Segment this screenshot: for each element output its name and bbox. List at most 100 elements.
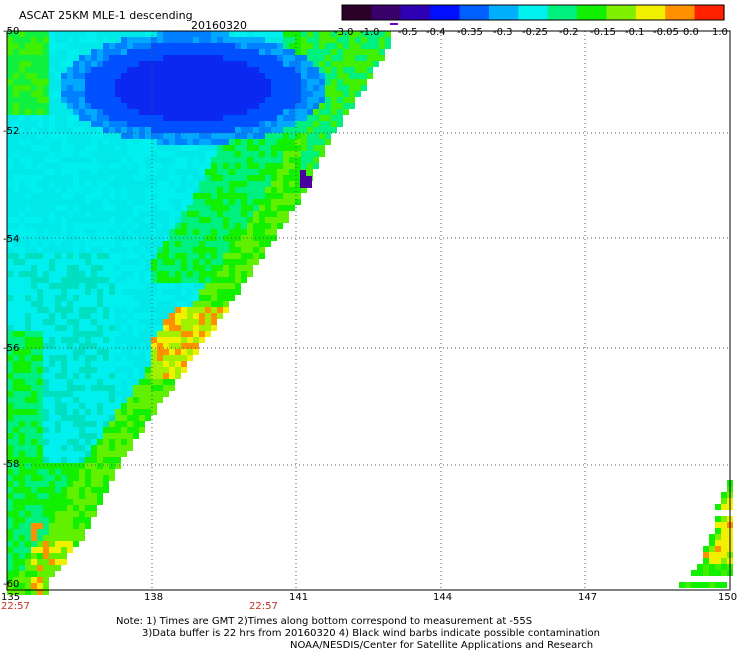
wind-cell (13, 433, 19, 439)
wind-cell (61, 295, 67, 301)
wind-cell (37, 151, 43, 157)
wind-cell (7, 487, 13, 493)
wind-cell (259, 79, 265, 85)
wind-cell (205, 55, 211, 61)
wind-cell (91, 283, 97, 289)
wind-cell (91, 193, 97, 199)
wind-cell (223, 37, 229, 43)
wind-cell (301, 103, 307, 109)
wind-cell (61, 343, 67, 349)
wind-cell (61, 301, 67, 307)
wind-cell (205, 151, 211, 157)
wind-cell (241, 163, 247, 169)
wind-cell (73, 103, 79, 109)
wind-cell (175, 79, 181, 85)
wind-cell (97, 373, 103, 379)
wind-cell (187, 313, 193, 319)
wind-cell (31, 313, 37, 319)
wind-cell (319, 79, 325, 85)
wind-cell (97, 199, 103, 205)
wind-cell (103, 79, 109, 85)
wind-cell (109, 475, 115, 481)
wind-cell (295, 163, 301, 169)
wind-cell (61, 229, 67, 235)
wind-cell (115, 439, 121, 445)
wind-cell (253, 199, 259, 205)
wind-cell (13, 205, 19, 211)
wind-cell (79, 277, 85, 283)
wind-cell (37, 547, 43, 553)
wind-cell (19, 469, 25, 475)
wind-cell (61, 115, 67, 121)
wind-cell (109, 91, 115, 97)
wind-cell (85, 301, 91, 307)
wind-cell (181, 67, 187, 73)
wind-cell (265, 61, 271, 67)
wind-cell (187, 145, 193, 151)
wind-cell (133, 133, 139, 139)
wind-cell (289, 67, 295, 73)
wind-cell (61, 421, 67, 427)
wind-cell (217, 205, 223, 211)
wind-cell (115, 307, 121, 313)
wind-cell (283, 79, 289, 85)
wind-cell (43, 493, 49, 499)
wind-cell (109, 373, 115, 379)
wind-cell (91, 247, 97, 253)
wind-cell (13, 145, 19, 151)
wind-cell (151, 67, 157, 73)
wind-cell (19, 73, 25, 79)
wind-cell (103, 205, 109, 211)
wind-cell (61, 253, 67, 259)
wind-cell (235, 49, 241, 55)
wind-cell (283, 109, 289, 115)
wind-cell (289, 109, 295, 115)
wind-cell (7, 247, 13, 253)
wind-cell (127, 241, 133, 247)
wind-cell (247, 37, 253, 43)
wind-cell (313, 163, 319, 169)
wind-cell (61, 505, 67, 511)
wind-cell (211, 169, 217, 175)
wind-cell (49, 349, 55, 355)
wind-cell (55, 499, 61, 505)
wind-cell (235, 241, 241, 247)
wind-cell (241, 241, 247, 247)
wind-cell (175, 265, 181, 271)
wind-cell (199, 289, 205, 295)
wind-cell (79, 187, 85, 193)
wind-cell (85, 247, 91, 253)
wind-cell (7, 445, 13, 451)
wind-cell (97, 229, 103, 235)
wind-cell (199, 295, 205, 301)
wind-cell (37, 559, 43, 565)
wind-cell (223, 31, 229, 37)
wind-cell (205, 181, 211, 187)
wind-cell (247, 67, 253, 73)
wind-cell (175, 127, 181, 133)
wind-cell (121, 379, 127, 385)
wind-cell (163, 199, 169, 205)
wind-cell (175, 199, 181, 205)
wind-cell (175, 187, 181, 193)
wind-cell (331, 85, 337, 91)
wind-cell (121, 331, 127, 337)
wind-cell (49, 415, 55, 421)
wind-cell (91, 277, 97, 283)
wind-cell (19, 589, 25, 595)
wind-cell (55, 295, 61, 301)
wind-cell (103, 313, 109, 319)
wind-cell (721, 546, 727, 552)
wind-cell (247, 235, 253, 241)
wind-cell (37, 301, 43, 307)
wind-cell (313, 115, 319, 121)
wind-cell (25, 217, 31, 223)
wind-cell (85, 31, 91, 37)
wind-cell (163, 169, 169, 175)
wind-cell (115, 91, 121, 97)
wind-cell (67, 259, 73, 265)
wind-cell (259, 31, 265, 37)
wind-cell (259, 229, 265, 235)
wind-cell (91, 331, 97, 337)
wind-cell (43, 463, 49, 469)
